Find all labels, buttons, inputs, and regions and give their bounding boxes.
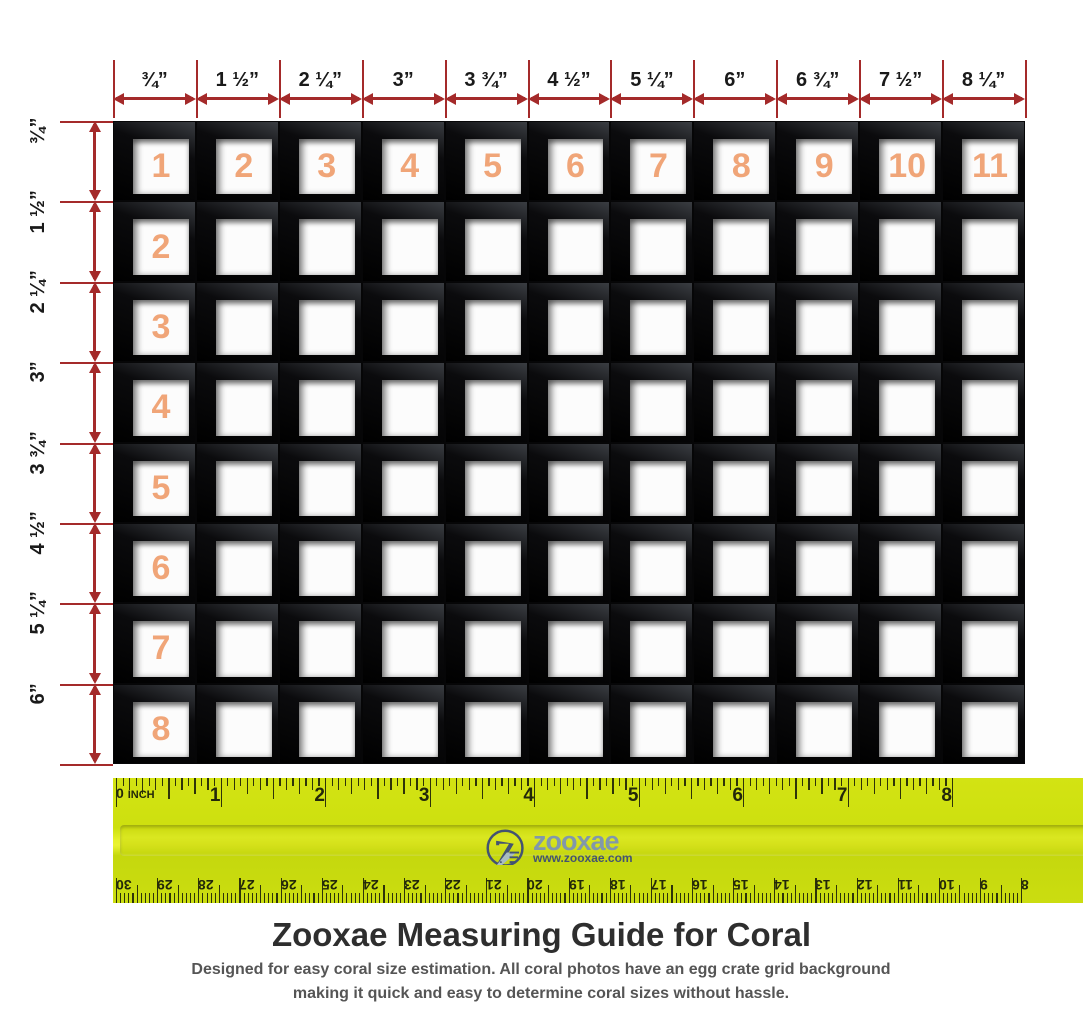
svg-text:www.zooxae.com: www.zooxae.com [532, 851, 633, 865]
